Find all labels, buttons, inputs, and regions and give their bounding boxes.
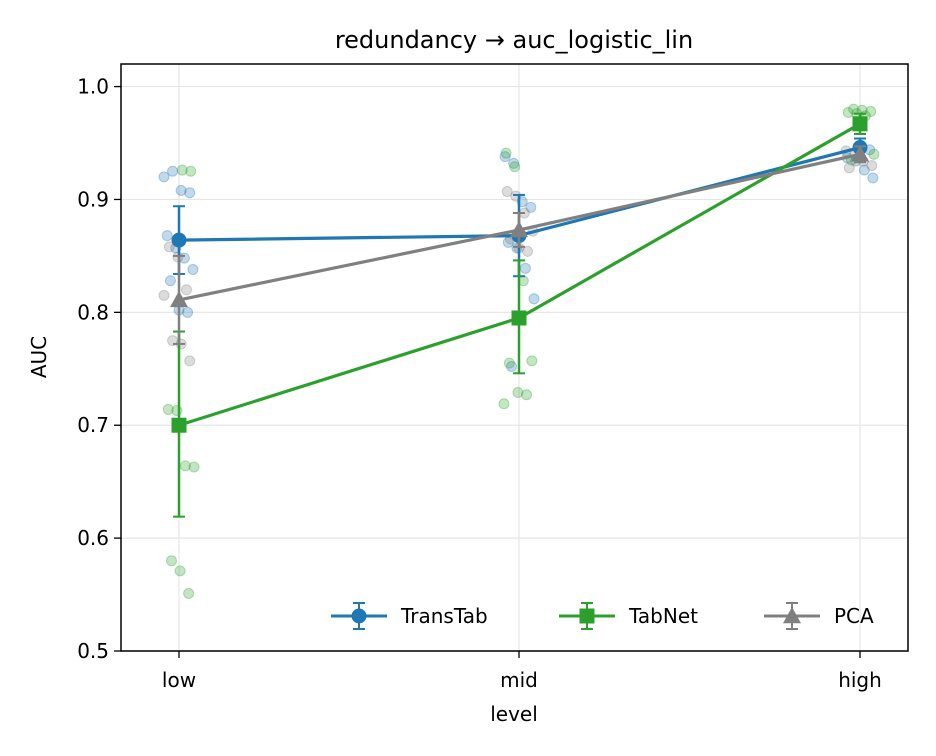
- y-tick-label: 0.8: [77, 300, 109, 324]
- data-point-transtab: [171, 232, 187, 248]
- legend-item-tabnet: TabNet: [559, 602, 698, 630]
- scatter-point-tabnet: [842, 107, 854, 119]
- y-tick-label: 0.9: [77, 187, 109, 211]
- scatter-point-transtab: [858, 164, 870, 176]
- scatter-point-transtab: [528, 293, 540, 305]
- scatter-point-tabnet: [188, 461, 200, 473]
- data-point-pca: [510, 220, 528, 238]
- y-tick-label: 1.0: [77, 75, 109, 99]
- scatter-point-transtab: [164, 275, 176, 287]
- y-axis: 0.5 0.6 0.7 0.8 0.9 1.0: [77, 75, 121, 663]
- scatter-point-pca: [181, 284, 192, 296]
- x-tick-label: high: [838, 668, 882, 692]
- scatter-point-transtab: [519, 262, 531, 274]
- scatter-point-pca: [843, 162, 855, 174]
- scatter-point-tabnet: [526, 355, 538, 367]
- data-point-pca: [170, 290, 188, 308]
- legend-marker-pca: [783, 607, 801, 624]
- scatter-point-tabnet: [868, 148, 880, 160]
- scatter-point-transtab: [184, 187, 196, 199]
- legend-label-transtab: TransTab: [400, 604, 488, 628]
- data-point-tabnet: [852, 116, 868, 132]
- scatter-point-tabnet: [512, 386, 524, 398]
- scatter-point-tabnet: [509, 161, 521, 173]
- scatter-point-transtab: [187, 263, 199, 275]
- scatter-point-transtab: [867, 172, 879, 184]
- scatter-point-transtab: [167, 165, 179, 177]
- scatter-point-tabnet: [174, 565, 186, 577]
- y-tick-label: 0.5: [77, 639, 109, 663]
- scatter-point-transtab: [499, 151, 511, 163]
- x-axis: low mid high: [162, 651, 882, 692]
- legend-label-pca: PCA: [834, 604, 874, 628]
- scatter-point-transtab: [525, 201, 537, 213]
- scatter-point-tabnet: [521, 389, 532, 401]
- scatter-point-transtab: [175, 184, 187, 196]
- plot-frame: [120, 63, 909, 652]
- scatter-point-tabnet: [176, 164, 188, 176]
- legend: TransTab TabNet PCA: [331, 602, 874, 630]
- legend-item-pca: PCA: [764, 602, 874, 630]
- series-pca: [170, 145, 869, 345]
- scatter-point-tabnet: [179, 460, 191, 472]
- y-axis-label: AUC: [27, 336, 51, 378]
- y-tick-label: 0.7: [77, 413, 109, 437]
- scatter-point-tabnet: [865, 105, 877, 117]
- data-point-tabnet: [171, 417, 187, 433]
- scatter-point-transtab: [182, 306, 194, 318]
- scatter-point-tabnet: [162, 403, 174, 415]
- scatter-point-tabnet: [500, 147, 512, 159]
- series-lines: [170, 112, 869, 518]
- data-point-tabnet: [511, 310, 527, 326]
- x-axis-label: level: [490, 702, 538, 726]
- legend-marker-tabnet: [579, 608, 595, 624]
- scatter-point-pca: [184, 355, 196, 367]
- data-point-pca: [851, 145, 869, 162]
- scatter-point-tabnet: [166, 555, 177, 567]
- scatter-point-tabnet: [171, 405, 183, 417]
- series-tabnet: [171, 112, 868, 518]
- scatter-point-transtab: [506, 361, 517, 373]
- grid: [121, 64, 908, 652]
- scatter-point-transtab: [158, 171, 170, 183]
- scatter-point-pca: [866, 160, 878, 172]
- legend-marker-transtab: [351, 608, 367, 624]
- legend-label-tabnet: TabNet: [628, 604, 698, 628]
- scatter-point-pca: [501, 186, 513, 198]
- scatter-point-tabnet: [183, 587, 195, 599]
- scatter-point-pca: [522, 245, 534, 257]
- scatter-point-transtab: [508, 157, 520, 169]
- chart-title: redundancy → auc_logistic_lin: [335, 26, 693, 54]
- scatter-point-transtab: [502, 236, 514, 248]
- x-tick-label: low: [162, 668, 196, 692]
- scatter-point-transtab: [161, 230, 173, 242]
- scatter-point-pca: [158, 289, 170, 301]
- scatter-point-pca: [163, 241, 175, 253]
- x-tick-label: mid: [500, 668, 538, 692]
- y-tick-label: 0.6: [77, 526, 109, 550]
- scatter-point-tabnet: [848, 103, 860, 115]
- scatter-point-tabnet: [503, 357, 515, 369]
- legend-item-transtab: TransTab: [331, 602, 488, 630]
- scatter-point-tabnet: [498, 398, 510, 410]
- scatter-point-tabnet: [185, 165, 197, 177]
